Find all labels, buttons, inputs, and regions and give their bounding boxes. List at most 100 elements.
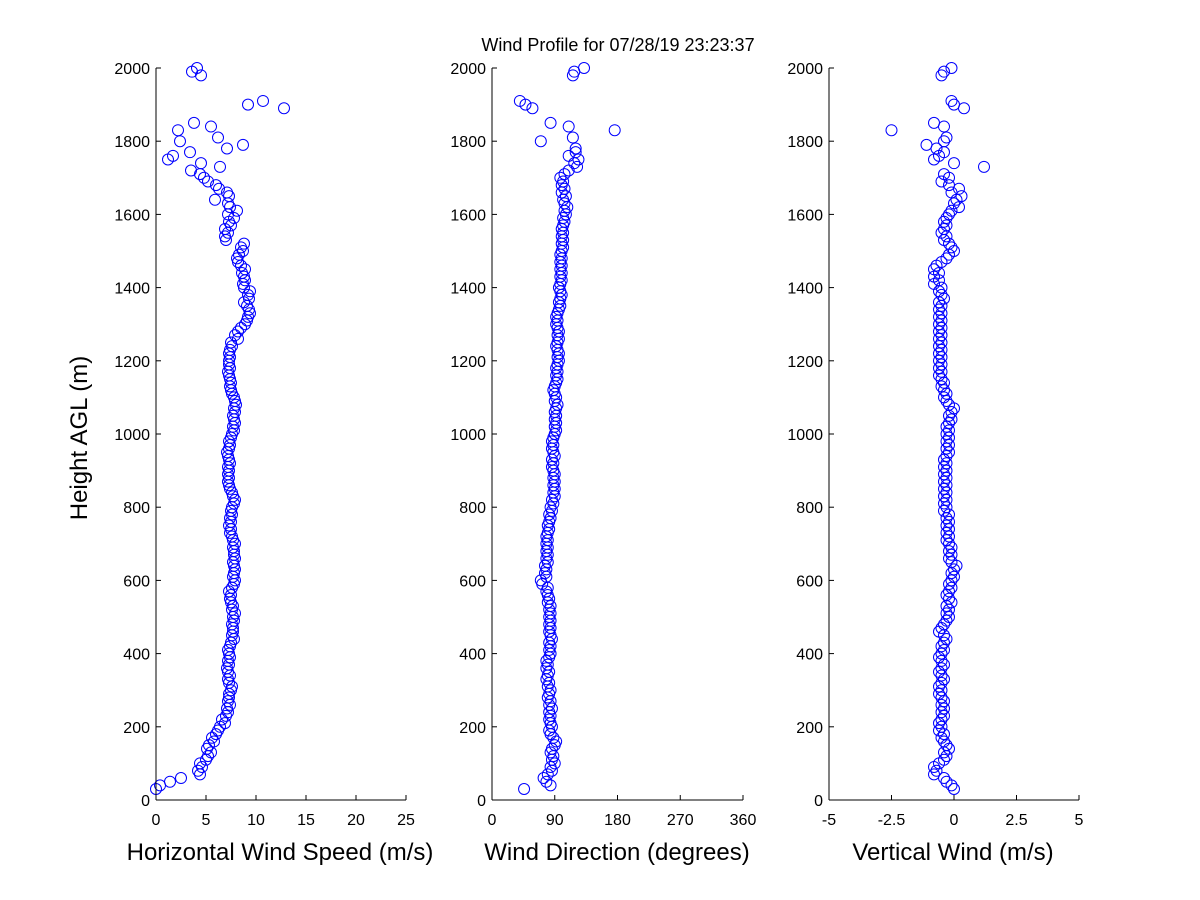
x-tick-label: 360 (730, 812, 757, 829)
data-point (978, 160, 990, 173)
x-tick-label: -5 (822, 812, 836, 829)
data-point (228, 212, 240, 225)
data-point (569, 142, 582, 155)
data-point (544, 761, 557, 774)
data-point (943, 530, 955, 543)
data-point (205, 120, 217, 133)
data-point (935, 351, 948, 364)
x-tick-label: 5 (1075, 812, 1084, 829)
data-point (578, 62, 591, 74)
data-point (184, 146, 196, 159)
panel-vertical-wind: 0 200 400 600 800 1000 1200 1400 1600 1800 2000 -5 -… (787, 61, 1083, 866)
y-tick-label: 600 (796, 573, 823, 590)
data-point (935, 365, 948, 378)
data-point (164, 775, 176, 788)
data-point (933, 347, 945, 360)
data-point (943, 585, 955, 598)
data-point (938, 490, 950, 503)
y-tick-label: 1200 (787, 354, 823, 371)
data-point (938, 482, 950, 495)
data-point (940, 471, 953, 484)
data-point (554, 171, 567, 184)
data-point (544, 501, 557, 514)
data-point (930, 764, 943, 777)
data-point (935, 336, 948, 349)
y-tick-label: 800 (459, 500, 486, 517)
data-point (233, 248, 245, 261)
y-tick-label: 800 (796, 500, 823, 517)
data-point (935, 691, 948, 704)
data-point (562, 120, 575, 133)
y-tick-label: 2000 (450, 61, 486, 78)
data-point (185, 164, 197, 177)
data-point (948, 157, 960, 170)
data-point (938, 636, 950, 649)
data-point (938, 460, 950, 473)
data-point (945, 581, 958, 594)
data-point (945, 94, 958, 107)
x-tick-label: 0 (950, 812, 959, 829)
y-tick-label: 1600 (114, 207, 150, 224)
data-point (526, 102, 539, 115)
data-point (206, 731, 218, 744)
data-point (935, 684, 948, 697)
points-layer (150, 62, 290, 796)
data-point (534, 135, 547, 148)
data-point (545, 493, 558, 506)
data-point (938, 468, 950, 481)
x-tick-label: 270 (667, 812, 694, 829)
data-point (935, 706, 948, 719)
data-point (232, 332, 244, 345)
data-point (221, 142, 233, 155)
data-point (202, 175, 214, 188)
data-point (940, 131, 953, 144)
y-tick-label: 0 (814, 793, 823, 810)
data-point (948, 197, 960, 210)
y-tick-label: 1200 (450, 354, 486, 371)
data-point (938, 65, 950, 78)
data-point (540, 775, 553, 788)
data-point (938, 709, 950, 722)
data-point (543, 508, 556, 521)
data-point (933, 325, 945, 338)
data-point (933, 310, 945, 323)
data-point (559, 190, 572, 203)
data-point (933, 354, 945, 367)
data-point (933, 340, 945, 353)
data-point (943, 208, 955, 221)
data-point (943, 446, 955, 459)
data-point (940, 526, 953, 539)
data-point (945, 574, 958, 587)
data-point (935, 175, 948, 188)
data-point (938, 223, 950, 236)
data-point (940, 519, 953, 532)
y-tick-label: 200 (796, 720, 823, 737)
data-point (237, 138, 249, 151)
data-point (940, 614, 953, 627)
data-point (940, 464, 953, 477)
data-point (569, 146, 582, 159)
panel-horizontal-wind-speed: 0 200 400 600 800 1000 1200 1400 1600 1800 2000 0 5 1… (114, 61, 433, 866)
data-point (225, 336, 237, 349)
y-tick-label: 1400 (787, 281, 823, 298)
data-point (223, 691, 235, 704)
data-point (940, 486, 953, 499)
data-point (940, 219, 953, 232)
data-point (513, 94, 526, 107)
data-point (940, 442, 953, 455)
data-point (216, 713, 228, 726)
y-axis-label: Height AGL (m) (66, 356, 93, 521)
data-point (198, 171, 210, 184)
axes-layer: 0 200 400 600 800 1000 1200 1400 1600 1800 2000 0 90… (450, 61, 756, 829)
data-point (935, 662, 948, 675)
data-point (537, 772, 550, 785)
y-tick-label: 1400 (450, 281, 486, 298)
y-tick-label: 1000 (787, 427, 823, 444)
x-axis-label: Horizontal Wind Speed (m/s) (127, 839, 434, 866)
data-point (943, 537, 955, 550)
data-point (948, 98, 960, 111)
data-point (935, 69, 948, 82)
x-tick-label: 0 (152, 812, 161, 829)
data-point (943, 431, 955, 444)
